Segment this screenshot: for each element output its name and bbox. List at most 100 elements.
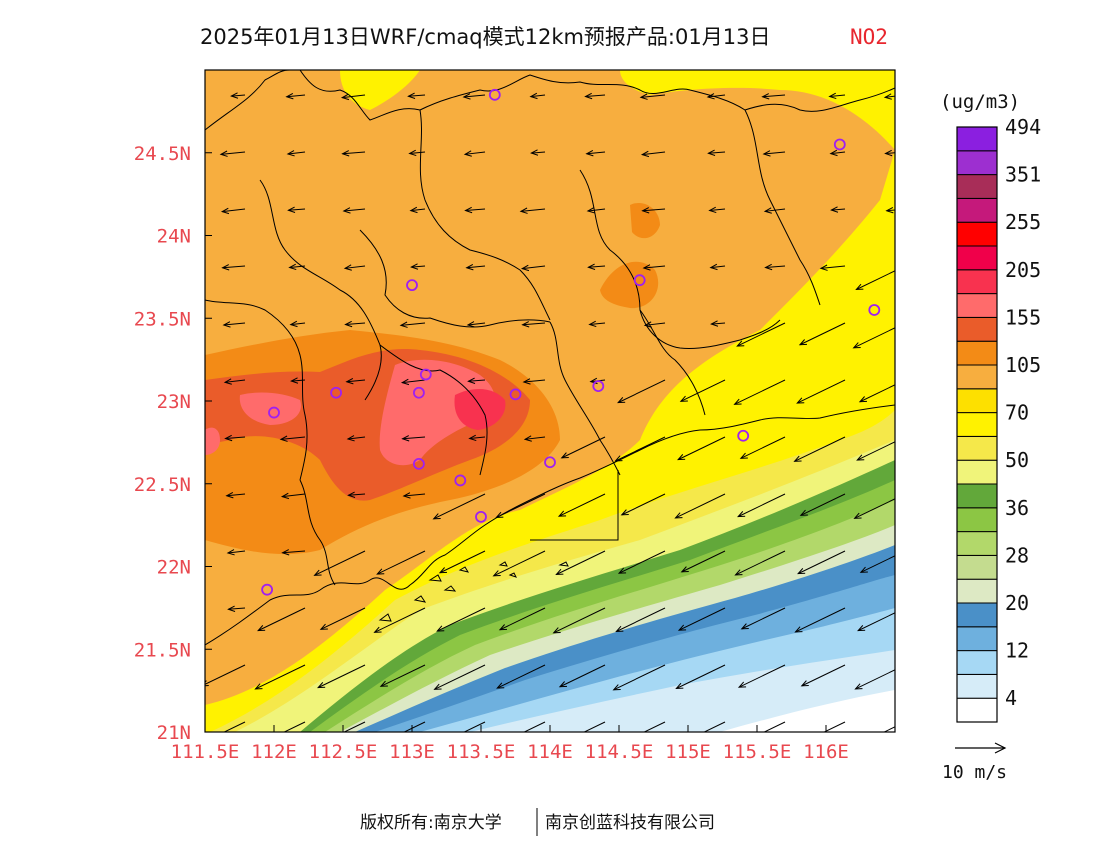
lon-tick-label: 114E [527, 741, 573, 763]
wind-arrow [559, 664, 606, 688]
wind-arrow [831, 208, 846, 211]
station-marker [475, 510, 487, 523]
wind-arrow [466, 265, 486, 269]
contour-0-4 [720, 690, 895, 732]
wind-arrow [740, 436, 786, 459]
wind-arrow [617, 379, 666, 404]
wind-arrow [680, 379, 726, 402]
colorbar-swatch [956, 673, 998, 699]
wind-arrow [525, 436, 546, 440]
wind-arrow [642, 208, 666, 212]
wind-arrowhead [829, 149, 838, 157]
wind-arrow [468, 379, 486, 382]
wind-arrowhead [819, 264, 828, 271]
wind-arrow [380, 664, 426, 687]
wind-arrowhead [465, 263, 474, 271]
lon-tick-label: 114.5E [585, 741, 654, 763]
wind-arrowhead [222, 321, 231, 328]
wind-arrowhead [615, 625, 624, 633]
lon-tick-label: 112.5E [309, 741, 378, 763]
wind-arrowhead [707, 149, 716, 156]
wind-arrowhead [762, 150, 771, 157]
station-marker [633, 274, 646, 287]
footer-copyright: 版权所有:南京大学 [360, 813, 502, 833]
wind-arrow [558, 493, 606, 517]
wind-arrow [463, 94, 486, 98]
wind-arrow [588, 265, 606, 268]
wind-arrowhead [852, 342, 861, 349]
wind-arrow [287, 151, 306, 155]
lat-tick-label: 23.5N [134, 308, 191, 330]
wind-arrowhead [466, 321, 475, 328]
wind-arrowhead [402, 492, 411, 499]
wind-arrowhead [317, 682, 326, 689]
wind-arrow [643, 721, 666, 732]
wind-arrowhead [853, 512, 862, 519]
lon-axis: 111.5E 112E 112.5E 113E 113.5E 114E 114.5E 115E… [171, 725, 849, 763]
wind-arrow [522, 322, 546, 326]
city-border-6 [744, 109, 821, 306]
wind-arrowhead [463, 150, 472, 157]
wind-arrow [463, 721, 486, 732]
wind-arrow [280, 436, 306, 440]
station-marker [833, 138, 846, 151]
wind-arrow [707, 94, 726, 98]
wind-arrowhead [708, 206, 717, 214]
colorbar-label: 70 [1005, 401, 1029, 425]
station-marker [868, 304, 881, 316]
wind-arrowhead [410, 263, 419, 270]
colorbar-swatch [956, 435, 998, 461]
wind-arrow [801, 664, 846, 687]
wind-arrow [374, 607, 426, 633]
city-border-10 [379, 344, 488, 476]
wind-arrow [467, 322, 486, 326]
wind-arrow [585, 94, 606, 98]
station-marker [330, 386, 343, 399]
wind-arrowhead [859, 566, 868, 573]
wind-arrowhead [736, 340, 745, 347]
wind-arrowhead [677, 624, 687, 631]
wind-arrow [520, 208, 546, 212]
wind-arrow [856, 270, 895, 290]
wind-arrow [282, 493, 306, 498]
colorbar-swatch [956, 126, 998, 152]
station-marker [488, 88, 501, 101]
colorbar-label: 12 [1005, 639, 1029, 663]
wind-arrow [765, 208, 786, 212]
city-border-2 [359, 229, 551, 328]
wind-arrowhead [674, 512, 683, 519]
wind-arrowhead [342, 207, 351, 214]
wind-arrow [621, 493, 666, 516]
wind-arrowhead [710, 320, 719, 327]
wind-arrow [377, 550, 426, 575]
wind-arrowhead [432, 513, 441, 520]
wind-arrowhead [617, 397, 626, 404]
wind-arrowhead [855, 283, 864, 291]
wind-arrowhead [290, 377, 299, 384]
wind-arrow [291, 379, 306, 382]
wind-arrow [763, 721, 786, 732]
pollutant-label: NO2 [850, 25, 888, 49]
colorbar-swatch [956, 697, 998, 723]
wind-arrowhead [344, 320, 353, 328]
wind-arrow [676, 664, 726, 689]
wind-arrow [346, 379, 366, 383]
wind-arrow [223, 322, 246, 326]
colorbar-swatch [956, 150, 998, 176]
wind-arrow [343, 721, 366, 732]
wind-arrow [616, 607, 666, 632]
wind-arrowhead [794, 626, 803, 633]
wind-arrow [643, 265, 666, 269]
colorbar-swatch [956, 340, 998, 366]
wind-arrow [403, 721, 426, 732]
wind-arrowhead [287, 206, 296, 213]
wind-arrowhead [520, 264, 530, 272]
wind-arrowhead [585, 149, 594, 157]
wind-arrow [290, 322, 306, 326]
wind-arrowhead [558, 681, 567, 688]
wind-arrow [800, 493, 846, 516]
wind-arrow [222, 265, 246, 269]
wind-arrow [314, 550, 366, 576]
wind-arrowhead [373, 626, 382, 633]
